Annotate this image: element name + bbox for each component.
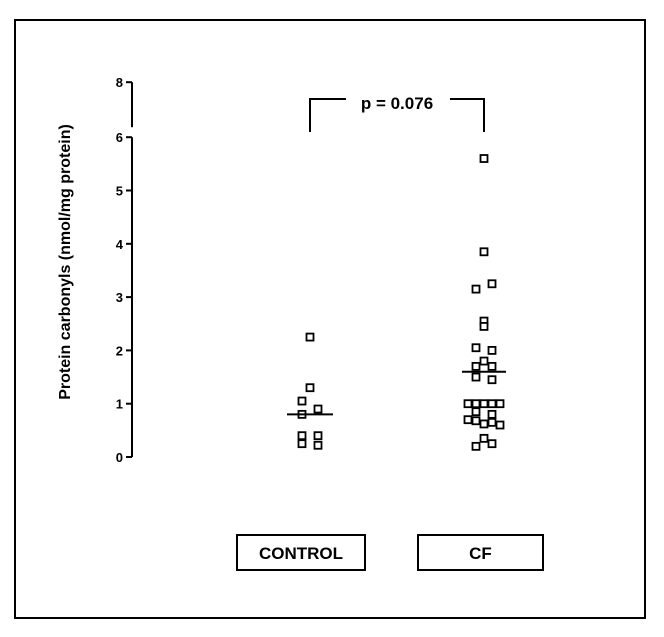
data-point [495, 399, 505, 409]
data-point [297, 431, 307, 441]
data-point [305, 332, 315, 342]
y-tick-label: 8 [116, 75, 123, 90]
group-label-box [417, 534, 544, 571]
data-point [471, 441, 481, 451]
data-point [487, 279, 497, 289]
data-point [471, 343, 481, 353]
data-point [487, 417, 497, 427]
data-point [471, 372, 481, 382]
data-point [487, 399, 497, 409]
p-value-bracket [309, 98, 485, 132]
data-point [479, 154, 489, 163]
data-point [463, 415, 473, 425]
group-label-box [236, 534, 366, 571]
data-point [471, 361, 481, 371]
group-labels: CONTROL CF [236, 534, 544, 571]
data-point [313, 431, 323, 441]
group-label: CF [469, 544, 492, 563]
data-point [487, 409, 497, 419]
data-point [479, 322, 489, 331]
data-point [471, 416, 481, 426]
data-point [495, 420, 505, 430]
y-tick-label: 2 [116, 343, 123, 358]
median-lines [287, 370, 506, 416]
y-tick-label: 6 [116, 130, 123, 145]
group-label: CONTROL [259, 544, 343, 563]
data-point [305, 383, 315, 393]
bracket-left [309, 98, 346, 132]
data-point [313, 440, 323, 450]
y-tick-label: 0 [116, 450, 123, 465]
figure-frame [14, 19, 646, 619]
data-point [479, 433, 489, 443]
data-point [487, 361, 497, 371]
data-point [297, 439, 307, 449]
data-point [487, 439, 497, 449]
data-point [463, 399, 473, 409]
data-point [471, 399, 481, 409]
data-point [471, 407, 481, 417]
data-point [479, 419, 489, 429]
data-point [487, 375, 497, 385]
data-point [479, 247, 489, 257]
bracket-right [450, 98, 485, 132]
y-tick-label: 1 [116, 397, 123, 412]
p-value-annotation: p = 0.076 [361, 94, 433, 113]
data-point [297, 396, 307, 406]
y-tick-label: 5 [116, 184, 123, 199]
data-point [313, 404, 323, 414]
y-tick-label: 4 [116, 237, 124, 252]
y-tick-label: 3 [116, 290, 123, 305]
data-point [471, 284, 481, 294]
y-ticks: 0 1 2 3 4 5 6 8 [116, 75, 132, 465]
data-point [487, 345, 497, 355]
data-point [479, 356, 489, 366]
y-axis-label: Protein carbonyls (nmol/mg protein) [57, 124, 74, 400]
data-points [297, 154, 505, 451]
data-point [479, 399, 489, 409]
